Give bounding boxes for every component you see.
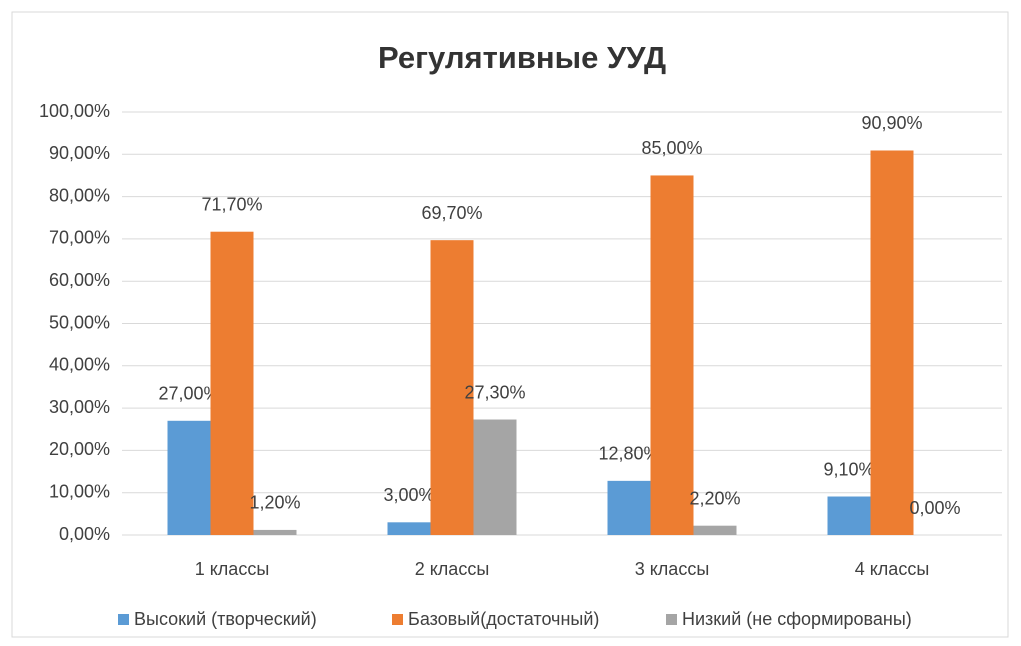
legend-swatch — [118, 614, 129, 625]
bar — [167, 420, 211, 535]
value-label: 12,80% — [598, 444, 659, 464]
bar — [650, 175, 694, 535]
value-label: 2,20% — [689, 488, 740, 508]
bar — [430, 240, 474, 535]
legend-label: Базовый(достаточный) — [408, 609, 599, 629]
value-label: 27,00% — [158, 384, 219, 404]
x-tick-label: 4 классы — [855, 559, 930, 579]
y-tick-label: 60,00% — [49, 270, 110, 290]
bar — [827, 496, 871, 535]
legend-label: Высокий (творческий) — [134, 609, 317, 629]
y-tick-label: 50,00% — [49, 312, 110, 332]
y-tick-label: 80,00% — [49, 185, 110, 205]
legend-swatch — [392, 614, 403, 625]
legend-swatch — [666, 614, 677, 625]
value-label: 71,70% — [201, 194, 262, 214]
value-label: 0,00% — [909, 498, 960, 518]
y-tick-label: 10,00% — [49, 481, 110, 501]
x-tick-label: 1 классы — [195, 559, 270, 579]
value-label: 3,00% — [383, 485, 434, 505]
bar — [387, 522, 431, 535]
value-label: 69,70% — [421, 203, 482, 223]
bar — [253, 529, 297, 535]
y-tick-label: 100,00% — [39, 101, 110, 121]
value-label: 1,20% — [249, 493, 300, 513]
legend-label: Низкий (не сформированы) — [682, 609, 912, 629]
chart-border — [11, 11, 1009, 638]
bar — [870, 150, 914, 536]
y-tick-label: 90,00% — [49, 143, 110, 163]
value-label: 90,90% — [861, 113, 922, 133]
chart-title: Регулятивные УУД — [378, 40, 666, 75]
y-tick-label: 20,00% — [49, 439, 110, 459]
y-tick-label: 70,00% — [49, 228, 110, 248]
bar — [693, 525, 737, 535]
bar — [210, 231, 254, 536]
y-tick-label: 40,00% — [49, 355, 110, 375]
x-tick-label: 2 классы — [415, 559, 490, 579]
value-label: 85,00% — [641, 138, 702, 158]
value-label: 27,30% — [464, 382, 525, 402]
x-tick-label: 3 классы — [635, 559, 710, 579]
bar — [473, 419, 517, 535]
bar — [607, 480, 651, 535]
y-tick-label: 0,00% — [59, 524, 110, 544]
value-label: 9,10% — [823, 459, 874, 479]
y-tick-label: 30,00% — [49, 397, 110, 417]
